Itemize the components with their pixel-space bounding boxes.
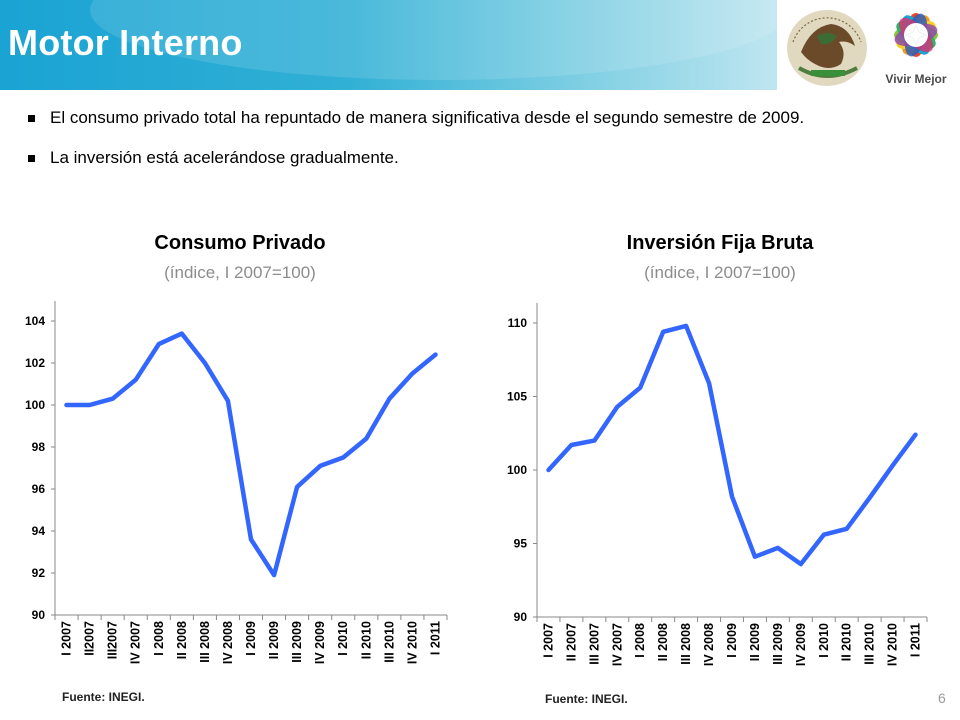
- x-tick-label: I 2010: [336, 621, 350, 656]
- y-tick-label: 90: [32, 608, 46, 622]
- x-tick-label: I 2007: [541, 623, 555, 658]
- x-tick-label: II2007: [83, 621, 97, 656]
- bullet-text: La inversión está acelerándose gradualme…: [50, 148, 399, 167]
- x-tick-label: II 2010: [359, 621, 373, 659]
- x-tick-label: II 2008: [656, 623, 670, 661]
- x-tick-label: I 2007: [60, 621, 74, 656]
- x-tick-label: IV 2007: [610, 623, 624, 666]
- page-number: 6: [938, 690, 946, 706]
- x-tick-label: III 2007: [587, 623, 601, 665]
- x-tick-label: IV 2008: [221, 621, 235, 664]
- chart-consumo-privado: 90 92 94 96 98 100 102 104 I 2007 II2007 III2007 IV…: [25, 301, 448, 664]
- chart-title-consumo: Consumo Privado: [154, 232, 326, 254]
- bullet-text: El consumo privado total ha repuntado de…: [50, 108, 805, 127]
- y-tick-label: 94: [32, 524, 46, 538]
- x-tick-label: II 2009: [267, 621, 281, 659]
- x-tick-label: III 2010: [863, 623, 877, 665]
- y-tick-label: 96: [32, 482, 46, 496]
- chart-inversion-fija-bruta: 90 95 100 105 110 I 2007 II 2007 III 2007 IV 200…: [507, 303, 928, 666]
- source-note-consumo: Fuente: INEGI.: [62, 690, 145, 704]
- x-tick-label: IV 2010: [886, 623, 900, 666]
- x-tick-label: II 2007: [564, 623, 578, 661]
- x-tick-label: IV 2008: [702, 623, 716, 666]
- y-tick-label: 100: [507, 463, 527, 477]
- series-line: [64, 331, 438, 578]
- x-tick-label: I 2008: [152, 621, 166, 656]
- x-tick-label: III2007: [106, 621, 120, 659]
- x-tick-label: II 2010: [840, 623, 854, 661]
- x-tick-label: III 2008: [198, 621, 212, 663]
- x-tick-label: I 2008: [633, 623, 647, 658]
- flower-icon: [894, 13, 938, 57]
- x-tick-label: IV 2010: [405, 621, 419, 664]
- y-tick-label: 95: [514, 537, 528, 551]
- series-line: [546, 323, 918, 567]
- x-tick-label: II 2009: [748, 623, 762, 661]
- vivir-mejor-logo: Vivir Mejor: [875, 0, 957, 96]
- bullet-item: La inversión está acelerándose gradualme…: [28, 146, 864, 170]
- bullet-list: El consumo privado total ha repuntado de…: [28, 106, 864, 186]
- y-tick-label: 104: [25, 314, 45, 328]
- x-tick-label: III 2009: [771, 623, 785, 665]
- y-tick-label: 90: [514, 610, 528, 624]
- y-tick-label: 100: [25, 398, 45, 412]
- x-tick-label: I 2009: [725, 623, 739, 658]
- y-tick-label: 110: [508, 316, 528, 330]
- y-tick-label: 102: [25, 356, 45, 370]
- bullet-square-icon: [28, 155, 35, 162]
- x-tick-label: I 2010: [817, 623, 831, 658]
- x-tick-label: I 2009: [244, 621, 258, 656]
- source-note-inversion: Fuente: INEGI.: [545, 692, 628, 706]
- x-tick-label: III 2009: [290, 621, 304, 663]
- vivir-mejor-label: Vivir Mejor: [885, 72, 947, 86]
- bullet-square-icon: [28, 115, 35, 122]
- y-tick-label: 105: [507, 390, 527, 404]
- x-tick-label: I 2011: [428, 621, 442, 655]
- bullet-item: El consumo privado total ha repuntado de…: [28, 106, 864, 130]
- x-tick-label: II 2008: [175, 621, 189, 659]
- y-tick-label: 98: [32, 440, 46, 454]
- x-tick-label: III 2008: [679, 623, 693, 665]
- x-tick-label: III 2010: [382, 621, 396, 663]
- x-tick-label: IV 2009: [313, 621, 327, 664]
- x-tick-label: IV 2009: [794, 623, 808, 666]
- x-tick-label: IV 2007: [129, 621, 143, 664]
- page-title: Motor Interno: [8, 22, 243, 63]
- chart-subtitle-consumo: (índice, I 2007=100): [164, 263, 316, 282]
- x-tick-label: I 2011: [909, 623, 923, 657]
- mexico-emblem-logo: [787, 10, 867, 86]
- y-tick-label: 92: [32, 566, 46, 580]
- chart-title-inversion: Inversión Fija Bruta: [626, 232, 814, 254]
- chart-subtitle-inversion: (índice, I 2007=100): [644, 263, 796, 282]
- header-bar: [0, 0, 790, 90]
